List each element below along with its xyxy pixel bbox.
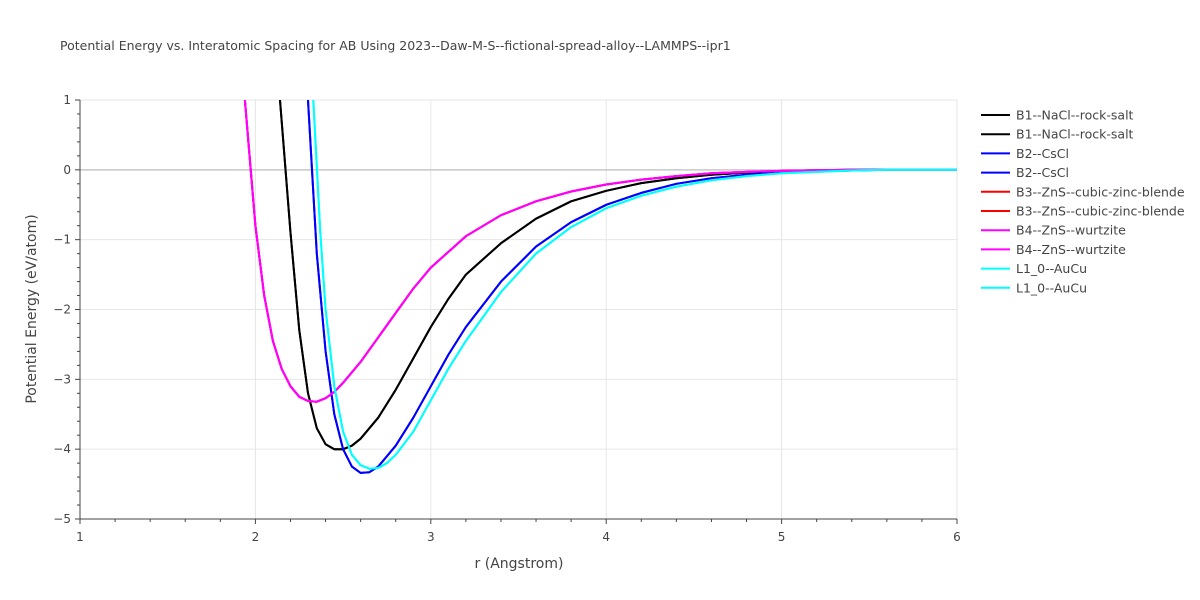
legend-item[interactable]: B3--ZnS--cubic-zinc-blende <box>981 204 1185 219</box>
legend-label: B4--ZnS--wurtzite <box>1016 242 1126 257</box>
legend: B1--NaCl--rock-salt B1--NaCl--rock-salt B2… <box>981 108 1185 295</box>
legend-item[interactable]: B4--ZnS--wurtzite <box>981 223 1126 238</box>
x-tick-label: 6 <box>953 530 961 544</box>
legend-item[interactable]: B1--NaCl--rock-salt <box>981 127 1134 142</box>
legend-label: B1--NaCl--rock-salt <box>1016 108 1134 123</box>
legend-item[interactable]: L1_0--AuCu <box>981 280 1087 295</box>
y-tick-label: −2 <box>53 303 71 317</box>
y-tick-label: 0 <box>63 163 71 177</box>
legend-label: L1_0--AuCu <box>1016 261 1087 276</box>
legend-item[interactable]: B2--CsCl <box>981 165 1069 180</box>
grid <box>80 99 958 519</box>
x-tick-label: 2 <box>252 530 260 544</box>
series-line-6 <box>243 100 957 403</box>
y-tick-label: 1 <box>63 93 71 107</box>
legend-label: L1_0--AuCu <box>1016 280 1087 295</box>
y-tick-label: −4 <box>53 442 71 456</box>
plot-area <box>243 100 957 474</box>
series-line-1 <box>279 100 957 451</box>
y-axis-label: Potential Energy (eV/atom) <box>24 214 40 403</box>
x-axis-label: r (Angstrom) <box>475 556 564 572</box>
x-tick-label: 3 <box>427 530 435 544</box>
series-line-8 <box>312 100 957 470</box>
legend-item[interactable]: B2--CsCl <box>981 146 1069 161</box>
legend-item[interactable]: B1--NaCl--rock-salt <box>981 108 1134 123</box>
legend-label: B4--ZnS--wurtzite <box>1016 223 1126 238</box>
legend-label: B2--CsCl <box>1016 146 1069 161</box>
x-tick-label: 1 <box>76 530 84 544</box>
y-tick-label: −3 <box>53 372 71 386</box>
y-tick-label: −5 <box>53 512 71 526</box>
y-tick-label: −1 <box>53 233 71 247</box>
legend-label: B2--CsCl <box>1016 165 1069 180</box>
x-tick-label: 4 <box>602 530 610 544</box>
series-line-9 <box>312 100 957 470</box>
legend-item[interactable]: L1_0--AuCu <box>981 261 1087 276</box>
series-line-4 <box>243 100 957 403</box>
y-tick-labels: 1 0 −1 −2 −3 −4 −5 <box>53 93 71 526</box>
legend-item[interactable]: B3--ZnS--cubic-zinc-blende <box>981 184 1185 199</box>
x-tick-label: 5 <box>778 530 786 544</box>
axes <box>75 99 958 524</box>
series-line-3 <box>307 100 957 474</box>
legend-label: B3--ZnS--cubic-zinc-blende <box>1016 204 1185 219</box>
series-line-2 <box>307 100 957 474</box>
x-tick-labels: 1 2 3 4 5 6 <box>76 530 961 544</box>
series-line-5 <box>243 100 957 403</box>
legend-label: B1--NaCl--rock-salt <box>1016 127 1134 142</box>
series-line-7 <box>243 100 957 403</box>
series-line-0 <box>279 100 957 451</box>
legend-label: B3--ZnS--cubic-zinc-blende <box>1016 184 1185 199</box>
legend-item[interactable]: B4--ZnS--wurtzite <box>981 242 1126 257</box>
chart-title: Potential Energy vs. Interatomic Spacing… <box>60 38 731 53</box>
